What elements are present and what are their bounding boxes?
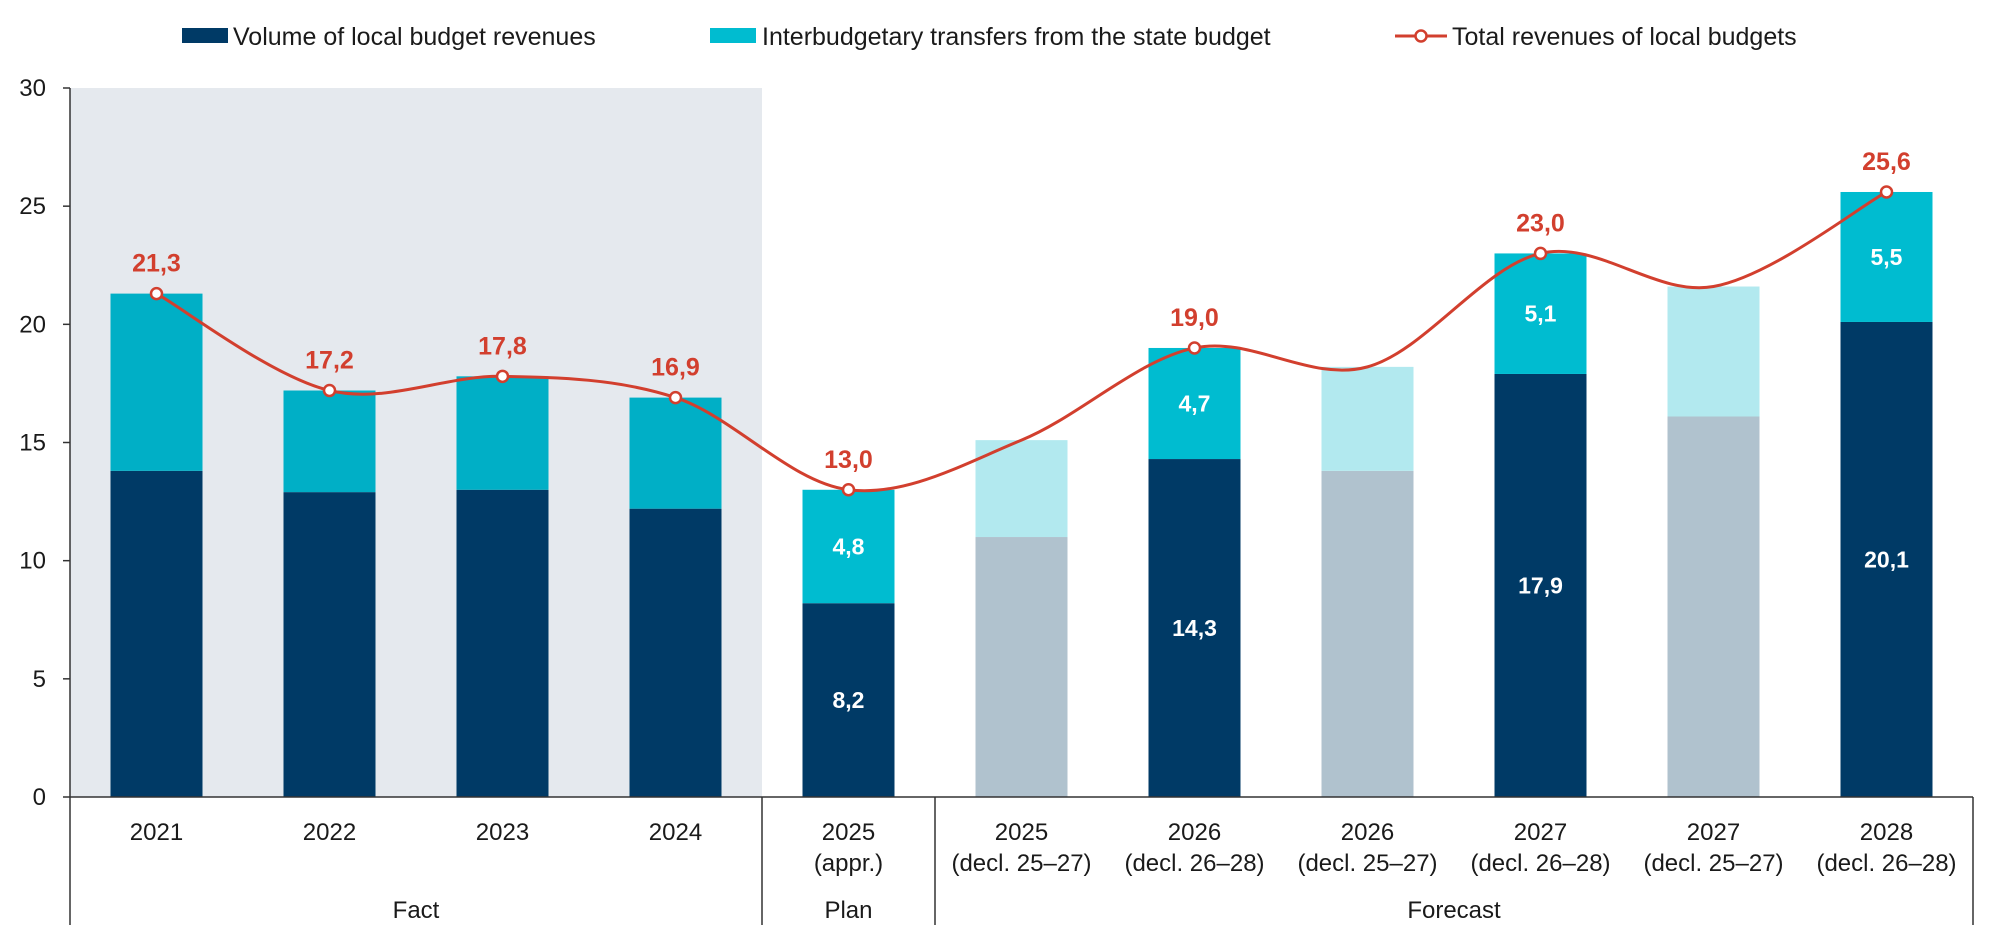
total-marker-8 [1533,246,1548,261]
x-tick-sublabel-10: (decl. 26–28) [1816,850,1956,877]
bar-label-local-4: 8,2 [833,687,865,713]
bar-transfers-3 [629,397,722,509]
y-tick-label-15: 15 [19,430,46,457]
bar-transfers-10 [1840,191,1933,322]
x-tick-sublabel-6: (decl. 26–28) [1124,850,1264,877]
bar-transfers-8 [1494,253,1587,374]
y-tick-label-25: 25 [19,193,46,220]
x-tick-sublabel-9: (decl. 25–27) [1643,850,1783,877]
y-tick-label-0: 0 [33,784,46,811]
x-tick-label-10: 2028 [1860,819,1913,846]
legend-label-total: Total revenues of local budgets [1452,23,1797,51]
total-label-4: 13,0 [824,446,873,474]
y-tick-label-20: 20 [19,311,46,338]
bar-label-local-8: 17,9 [1518,572,1563,598]
bar-transfers-9 [1667,286,1760,417]
legend-swatch-local [182,28,228,43]
x-tick-label-7: 2026 [1341,819,1394,846]
plot-area: 0510152025308,24,814,34,717,95,120,15,52… [19,75,1974,925]
total-marker-3 [668,390,683,405]
bar-local-0 [110,470,203,797]
bar-transfers-0 [110,293,203,471]
total-label-6: 19,0 [1170,304,1219,332]
bar-label-local-6: 14,3 [1172,615,1217,641]
legend-swatch-transfers [710,28,756,43]
total-label-0: 21,3 [132,250,181,278]
bar-local-8 [1494,373,1587,797]
bar-local-9 [1667,416,1760,797]
bar-local-10 [1840,321,1933,797]
x-tick-label-9: 2027 [1687,819,1740,846]
total-label-8: 23,0 [1516,209,1565,237]
legend-marker-total [1414,29,1428,43]
x-tick-label-1: 2022 [303,819,356,846]
x-tick-label-6: 2026 [1168,819,1221,846]
total-revenues-line [155,190,1888,493]
bar-transfers-4 [802,489,895,604]
bar-local-1 [283,492,376,797]
group-label-forecast: Forecast [1407,897,1501,924]
x-tick-sublabel-4: (appr.) [814,850,883,877]
y-tick-label-5: 5 [33,666,46,693]
x-tick-sublabel-7: (decl. 25–27) [1297,850,1437,877]
x-tick-label-3: 2024 [649,819,702,846]
total-label-2: 17,8 [478,332,527,360]
bar-local-2 [456,489,549,797]
total-label-1: 17,2 [305,347,354,375]
x-tick-sublabel-5: (decl. 25–27) [951,850,1091,877]
bar-transfers-1 [283,390,376,493]
bar-transfers-6 [1148,347,1241,460]
y-tick-label-30: 30 [19,75,46,102]
x-tick-label-4: 2025 [822,819,875,846]
legend-label-local: Volume of local budget revenues [233,23,596,51]
total-marker-4 [841,483,856,497]
bar-label-transfers-8: 5,1 [1525,301,1557,327]
bar-local-5 [975,537,1068,797]
bar-transfers-2 [456,376,549,490]
x-tick-label-2: 2023 [476,819,529,846]
bar-transfers-7 [1321,366,1414,471]
total-marker-6 [1187,341,1202,355]
total-marker-10 [1879,185,1894,199]
legend: Volume of local budget revenues Interbud… [182,23,1797,51]
bar-label-transfers-10: 5,5 [1871,244,1903,270]
x-tick-label-5: 2025 [995,819,1048,846]
bar-local-7 [1321,470,1414,797]
bar-label-local-10: 20,1 [1864,546,1909,572]
bar-local-6 [1148,459,1241,797]
total-label-10: 25,6 [1862,148,1911,176]
x-tick-label-8: 2027 [1514,819,1567,846]
legend-label-transfers: Interbudgetary transfers from the state … [762,23,1271,51]
bar-label-transfers-4: 4,8 [833,533,865,559]
bar-transfers-5 [975,440,1068,538]
group-label-fact: Fact [393,897,440,924]
bar-label-transfers-6: 4,7 [1179,391,1211,417]
bar-local-4 [802,603,895,797]
group-label-plan: Plan [824,897,872,924]
bar-local-3 [629,508,722,797]
y-tick-label-10: 10 [19,548,46,575]
total-marker-0 [149,286,164,301]
total-marker-2 [495,369,510,384]
x-tick-label-0: 2021 [130,819,183,846]
total-label-3: 16,9 [651,354,700,382]
total-marker-1 [322,383,337,398]
x-tick-sublabel-8: (decl. 26–28) [1470,850,1610,877]
